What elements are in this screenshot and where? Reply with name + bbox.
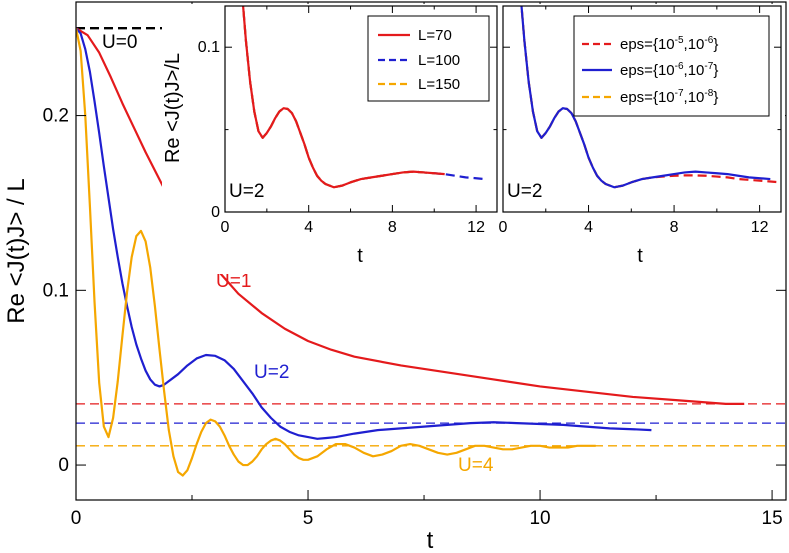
- inset-right-plot-area: [512, 6, 781, 189]
- inset-left-x-axis-label: t: [357, 245, 363, 267]
- x-tick-label: 0: [71, 508, 82, 529]
- x-tick-label: 5: [303, 508, 314, 529]
- inset-right-panel: 0 4 8 12 t U=2 eps={10-5,10-6} eps={10-6,10…: [499, 4, 785, 274]
- annotation-u1: U=1: [216, 271, 251, 292]
- x-tick-label: 8: [388, 219, 397, 236]
- y-tick-label: 0.1: [43, 280, 69, 301]
- inset-right-axes-frame: [502, 5, 782, 213]
- series-line-inset-left-l-70: [234, 6, 445, 189]
- annotation-u0: U=0: [102, 32, 137, 53]
- x-tick-label: 8: [670, 219, 679, 236]
- x-tick-label: 0: [221, 219, 230, 236]
- inset-left-ticks: 0 4 8 12 0 0.1: [198, 6, 497, 236]
- main-y-axis-label: Re <J(t)J> / L: [3, 178, 30, 323]
- inset-right-ticks: 0 4 8 12: [499, 6, 781, 236]
- legend-label-l150: L=150: [418, 76, 460, 93]
- inset-left-axes-frame: [224, 5, 498, 213]
- y-tick-label: 0: [58, 455, 69, 476]
- legend-label-eps7: eps={10-7,10-8}: [620, 88, 718, 106]
- legend-label-eps6: eps={10-6,10-7}: [620, 61, 718, 79]
- main-axes-frame: [75, 1, 787, 501]
- inset-right-x-axis-label: t: [637, 245, 643, 267]
- inset-left-legend: L=70 L=100 L=150: [367, 15, 490, 102]
- series-line-u-2: [76, 27, 652, 440]
- series-line-u-4: [76, 27, 596, 477]
- inset-right-annotation: U=2: [507, 181, 542, 202]
- legend-label-eps5: eps={10-5,10-6}: [620, 35, 718, 53]
- x-tick-label: 15: [762, 508, 783, 529]
- legend-label-l100: L=100: [418, 52, 460, 69]
- main-panel: 0 5 10 15 0 0.1 0.2 t Re <J(t)J> / L U=0 U=1 U…: [3, 1, 787, 553]
- series-line-inset-right-eps-10-6-10-7: [512, 6, 771, 189]
- inset-left-annotation: U=2: [229, 181, 264, 202]
- annotation-u4: U=4: [458, 455, 494, 476]
- series-line-u-1: [76, 27, 745, 405]
- y-tick-label: 0.2: [43, 106, 69, 127]
- main-x-axis-label: t: [427, 527, 434, 553]
- y-tick-label: 0.1: [198, 39, 220, 56]
- inset-left-panel: 0 4 8 12 0 0.1 t Re <J(t)J>/L U=2 L=70 L=100 …: [162, 4, 500, 274]
- inset-right-legend: eps={10-5,10-6} eps={10-6,10-7} eps={10-…: [573, 15, 770, 117]
- legend-label-l70: L=70: [418, 27, 452, 44]
- x-tick-label: 4: [584, 219, 593, 236]
- x-tick-label: 4: [304, 219, 313, 236]
- y-tick-label: 0: [211, 204, 220, 221]
- inset-left-legend-box: [367, 15, 490, 102]
- x-tick-label: 0: [499, 219, 508, 236]
- inset-left-plot-area: [234, 6, 485, 189]
- inset-left-y-axis-label: Re <J(t)J>/L: [162, 53, 184, 163]
- x-tick-label: 12: [751, 219, 769, 236]
- annotation-u2: U=2: [254, 362, 289, 383]
- inset-right-legend-box: [573, 15, 770, 117]
- x-tick-label: 10: [529, 508, 550, 529]
- x-tick-label: 12: [467, 219, 485, 236]
